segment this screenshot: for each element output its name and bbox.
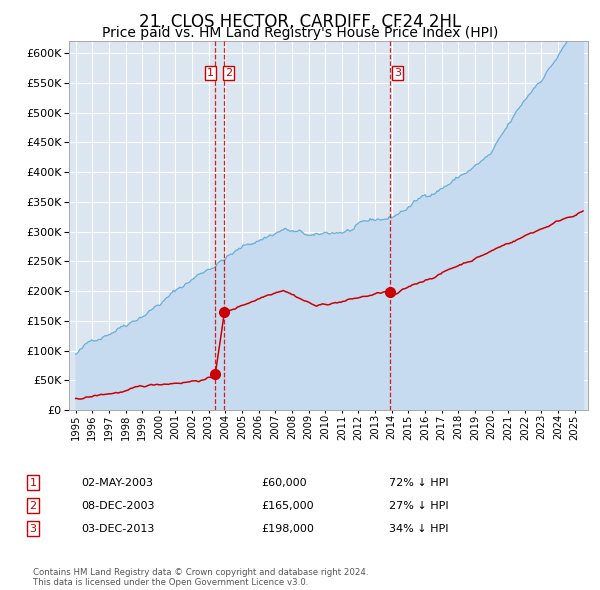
Text: 02-MAY-2003: 02-MAY-2003 [81, 478, 153, 487]
Text: £165,000: £165,000 [261, 501, 314, 510]
Text: 08-DEC-2003: 08-DEC-2003 [81, 501, 155, 510]
Text: £60,000: £60,000 [261, 478, 307, 487]
Text: 1: 1 [207, 68, 214, 78]
Text: 2: 2 [225, 68, 232, 78]
Text: 72% ↓ HPI: 72% ↓ HPI [389, 478, 448, 487]
Text: 34% ↓ HPI: 34% ↓ HPI [389, 524, 448, 533]
Text: £198,000: £198,000 [261, 524, 314, 533]
Text: 1: 1 [29, 478, 37, 487]
Text: 3: 3 [394, 68, 401, 78]
Text: Contains HM Land Registry data © Crown copyright and database right 2024.
This d: Contains HM Land Registry data © Crown c… [33, 568, 368, 587]
Text: 03-DEC-2013: 03-DEC-2013 [81, 524, 154, 533]
Text: Price paid vs. HM Land Registry's House Price Index (HPI): Price paid vs. HM Land Registry's House … [102, 26, 498, 40]
Text: 21, CLOS HECTOR, CARDIFF, CF24 2HL: 21, CLOS HECTOR, CARDIFF, CF24 2HL [139, 13, 461, 31]
Text: 2: 2 [29, 501, 37, 510]
Legend: 21, CLOS HECTOR, CARDIFF, CF24 2HL (detached house), HPI: Average price, detache: 21, CLOS HECTOR, CARDIFF, CF24 2HL (deta… [0, 276, 358, 314]
Text: 3: 3 [29, 524, 37, 533]
Text: 27% ↓ HPI: 27% ↓ HPI [389, 501, 448, 510]
